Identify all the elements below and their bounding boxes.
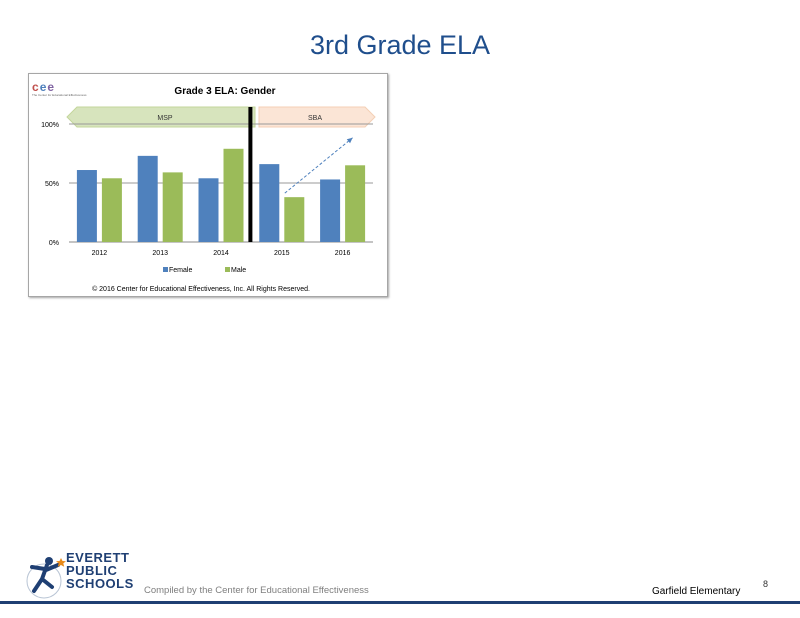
everett-public-schools-logo: EVERETT PUBLIC SCHOOLS xyxy=(22,551,142,603)
footer-divider xyxy=(0,601,800,604)
x-tick-label: 2014 xyxy=(213,250,229,257)
footer-compiled-by: Compiled by the Center for Educational E… xyxy=(144,585,369,596)
x-tick-label: 2013 xyxy=(152,250,168,257)
cee-logo: cee The Center for Educational Effective… xyxy=(32,78,86,102)
x-tick-label: 2016 xyxy=(335,250,351,257)
sba-label: SBA xyxy=(308,115,322,122)
x-tick-label: 2015 xyxy=(274,250,290,257)
trend-arrow-head xyxy=(346,137,353,144)
y-tick-label: 50% xyxy=(45,181,59,188)
cee-logo-subtitle: The Center for Educational Effectiveness xyxy=(32,93,87,97)
trend-arrow-line xyxy=(284,137,353,194)
district-name-line: SCHOOLS xyxy=(66,576,134,591)
legend-swatch-male xyxy=(225,267,230,272)
bar-male-2013 xyxy=(162,172,183,242)
bar-male-2014 xyxy=(223,148,244,242)
cee-logo-letters: cee xyxy=(32,80,56,94)
chart-container: cee The Center for Educational Effective… xyxy=(28,73,388,297)
legend-label-male: Male xyxy=(231,267,246,274)
bar-male-2016 xyxy=(345,165,366,242)
msp-arrow xyxy=(66,106,256,128)
district-name-line: PUBLIC xyxy=(66,563,118,578)
district-name: EVERETT PUBLIC SCHOOLS xyxy=(66,551,134,590)
x-tick-label: 2012 xyxy=(92,250,108,257)
bar-female-2013 xyxy=(137,155,158,242)
page-number: 8 xyxy=(763,579,769,589)
bar-male-2015 xyxy=(284,197,305,242)
y-tick-label: 0% xyxy=(49,240,59,247)
legend-swatch-female xyxy=(163,267,168,272)
slide-title: 3rd Grade ELA xyxy=(309,30,491,60)
msp-label: MSP xyxy=(157,115,173,122)
footer-school-name: Garfield Elementary xyxy=(652,586,741,597)
bar-chart: Grade 3 ELA: Gender MSP SBA 0% 50% 100% 201… xyxy=(41,86,376,293)
bar-female-2015 xyxy=(259,164,280,242)
bar-female-2016 xyxy=(320,179,341,242)
chart-copyright: © 2016 Center for Educational Effectiven… xyxy=(92,285,310,293)
y-tick-label: 100% xyxy=(41,122,59,129)
district-name-line: EVERETT xyxy=(66,550,130,565)
school-figure-icon xyxy=(26,557,66,599)
legend-label-female: Female xyxy=(169,267,192,274)
bar-male-2012 xyxy=(101,178,122,242)
bar-female-2012 xyxy=(76,170,97,242)
chart-title: Grade 3 ELA: Gender xyxy=(174,86,275,97)
bar-female-2014 xyxy=(198,178,219,242)
